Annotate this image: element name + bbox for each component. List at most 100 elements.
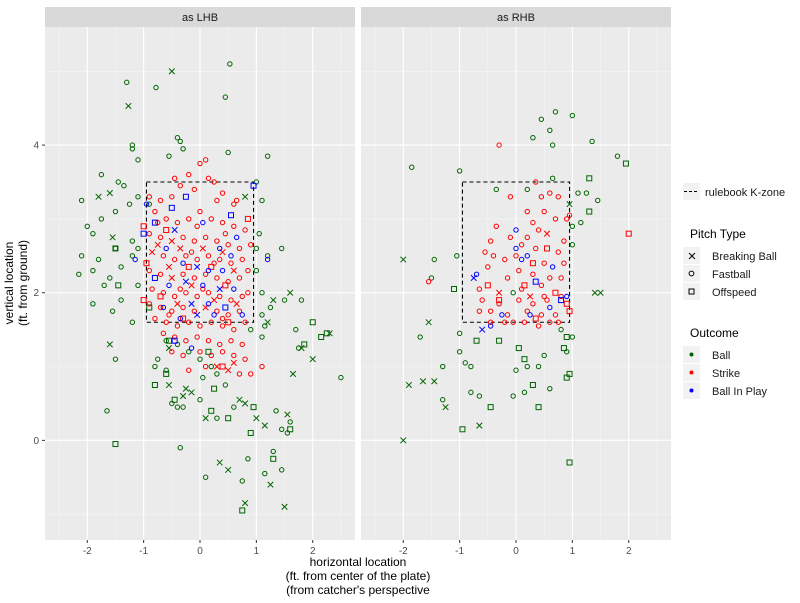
point-breaking-ball bbox=[199, 245, 206, 252]
point-fastball bbox=[253, 267, 260, 274]
point-offspeed bbox=[180, 315, 187, 322]
point-fastball bbox=[298, 297, 305, 303]
point-fastball bbox=[293, 326, 299, 333]
point-fastball bbox=[186, 367, 192, 373]
point-breaking-ball bbox=[171, 226, 178, 234]
point-fastball bbox=[518, 242, 525, 248]
point-fastball bbox=[510, 393, 516, 399]
point-fastball bbox=[538, 312, 545, 318]
point-offspeed bbox=[586, 208, 593, 215]
point-fastball bbox=[233, 234, 240, 241]
point-breaking-ball bbox=[241, 193, 249, 200]
point-fastball bbox=[239, 312, 245, 318]
point-fastball bbox=[160, 304, 167, 311]
point-breaking-ball bbox=[270, 296, 277, 304]
point-offspeed bbox=[521, 356, 528, 363]
point-breaking-ball bbox=[566, 200, 573, 208]
point-breaking-ball bbox=[194, 263, 201, 271]
point-fastball bbox=[549, 142, 556, 148]
point-fastball bbox=[231, 223, 237, 229]
point-breaking-ball bbox=[148, 248, 156, 256]
point-fastball bbox=[578, 219, 584, 226]
point-fastball bbox=[253, 245, 260, 252]
point-offspeed bbox=[250, 182, 257, 189]
point-breaking-ball bbox=[476, 422, 483, 429]
point-fastball bbox=[78, 197, 85, 204]
point-fastball bbox=[169, 400, 175, 407]
point-fastball bbox=[180, 146, 186, 152]
point-fastball bbox=[538, 282, 545, 289]
point-fastball bbox=[236, 308, 243, 314]
point-offspeed bbox=[225, 319, 232, 326]
point-fastball bbox=[233, 197, 240, 204]
point-fastball bbox=[245, 290, 251, 296]
point-fastball bbox=[163, 319, 169, 325]
point-breaking-ball bbox=[106, 189, 113, 197]
point-fastball bbox=[76, 271, 82, 277]
point-fastball bbox=[197, 323, 203, 329]
legend-kzone-label: rulebook K-zone bbox=[705, 187, 785, 199]
point-breaking-ball bbox=[241, 499, 249, 507]
point-fastball bbox=[504, 312, 511, 318]
point-fastball bbox=[538, 116, 545, 122]
point-fastball bbox=[107, 275, 113, 281]
point-fastball bbox=[558, 275, 564, 281]
point-fastball bbox=[493, 223, 499, 229]
point-fastball bbox=[157, 304, 164, 311]
point-breaking-ball bbox=[168, 274, 175, 282]
point-fastball bbox=[541, 208, 547, 215]
point-fastball bbox=[518, 256, 525, 263]
point-fastball bbox=[152, 363, 158, 370]
point-fastball bbox=[273, 408, 279, 414]
point-offspeed bbox=[205, 348, 212, 355]
point-offspeed bbox=[586, 175, 593, 182]
point-fastball bbox=[533, 245, 539, 252]
point-fastball bbox=[115, 179, 121, 185]
y-tick-label: 4 bbox=[33, 141, 39, 152]
x-tick-label: -2 bbox=[83, 546, 92, 557]
point-fastball bbox=[228, 260, 234, 266]
point-fastball bbox=[510, 290, 516, 296]
y-axis-title-line-1: vertical location bbox=[2, 242, 16, 325]
point-fastball bbox=[217, 245, 223, 252]
point-fastball bbox=[516, 297, 522, 303]
legend-ball-in-play-label: Ball In Play bbox=[712, 386, 768, 398]
point-fastball bbox=[555, 249, 561, 255]
point-fastball bbox=[456, 349, 463, 355]
point-fastball bbox=[132, 256, 138, 263]
point-breaking-ball bbox=[177, 245, 184, 252]
point-breaking-ball bbox=[431, 378, 438, 385]
point-fastball bbox=[197, 397, 203, 403]
point-fastball bbox=[186, 319, 192, 325]
point-offspeed bbox=[544, 245, 550, 252]
point-fastball bbox=[135, 245, 141, 252]
legend-fastball-label: Fastball bbox=[712, 269, 751, 281]
point-fastball bbox=[194, 293, 200, 300]
point-fastball bbox=[264, 256, 271, 263]
kzone-layer bbox=[145, 181, 571, 323]
point-fastball bbox=[242, 356, 248, 362]
point-fastball bbox=[180, 404, 186, 410]
point-fastball bbox=[183, 290, 189, 296]
point-fastball bbox=[473, 271, 480, 277]
point-fastball bbox=[589, 138, 595, 145]
point-fastball bbox=[152, 315, 158, 322]
point-fastball bbox=[208, 216, 214, 222]
x-tick-label: 0 bbox=[197, 546, 203, 557]
point-fastball bbox=[499, 312, 505, 318]
point-fastball bbox=[425, 278, 432, 285]
point-fastball bbox=[476, 308, 483, 314]
x-axis-title-line-3: (from catcher's perspective bbox=[286, 583, 430, 597]
point-fastball bbox=[124, 79, 130, 86]
point-offspeed bbox=[166, 337, 172, 344]
ball-in-play-dot-icon bbox=[689, 388, 694, 393]
point-fastball bbox=[177, 445, 183, 451]
point-fastball bbox=[524, 253, 530, 259]
point-fastball bbox=[239, 478, 245, 484]
point-fastball bbox=[118, 297, 124, 303]
point-fastball bbox=[208, 319, 214, 325]
point-breaking-ball bbox=[225, 367, 232, 374]
point-fastball bbox=[194, 334, 200, 340]
x-tick-label: -1 bbox=[139, 546, 148, 557]
point-breaking-ball bbox=[194, 311, 201, 319]
